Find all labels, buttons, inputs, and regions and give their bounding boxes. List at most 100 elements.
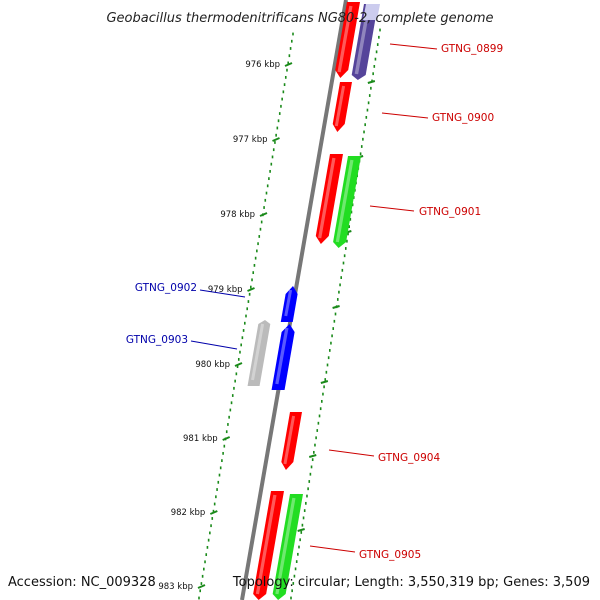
tick-dot (375, 50, 378, 54)
tick-dot (311, 458, 314, 462)
tick-dot (327, 356, 330, 360)
major-tick-outer (320, 380, 329, 384)
tick-dot (318, 414, 321, 418)
tick-dot (298, 545, 300, 549)
tick-dot (314, 443, 316, 447)
tick-dot (293, 574, 296, 578)
kbp-tick-label: 983 kbp (158, 582, 193, 592)
tick-dot (308, 480, 311, 483)
leader-line (199, 289, 246, 298)
tick-dot (376, 43, 379, 46)
tick-dot (342, 261, 345, 265)
tick-dot (367, 101, 370, 105)
gene-label[interactable]: GTNG_0901 (419, 206, 481, 218)
tick-dot (319, 407, 322, 411)
gene-feature-gtng-0904[interactable] (281, 412, 302, 470)
tick-dot (321, 399, 323, 403)
gene-feature-gtng-0901[interactable] (315, 154, 343, 244)
tick-dot (333, 319, 336, 323)
tick-dot (347, 232, 349, 236)
feature-highlight (284, 289, 293, 317)
kbp-tick-label: 978 kbp (220, 210, 255, 220)
feature-layer (247, 2, 380, 600)
tick-dot (251, 278, 253, 282)
gene-feature-gtng-0901-b[interactable] (333, 156, 361, 248)
tick-dot (300, 531, 303, 534)
tick-dot (221, 459, 223, 463)
tick-dot (374, 57, 377, 61)
tick-dot (351, 203, 354, 207)
tick-dot (290, 596, 292, 600)
tick-dot (372, 72, 374, 76)
tick-dot (339, 283, 341, 287)
tick-dot (323, 385, 325, 389)
tick-dot (324, 378, 327, 381)
tick-dot (229, 408, 232, 412)
tick-dot (303, 509, 306, 513)
major-tick-inner (284, 62, 293, 67)
tick-dot (283, 83, 286, 87)
tick-dot (291, 589, 293, 593)
tick-dot (271, 155, 274, 159)
tick-dot (239, 350, 241, 354)
tick-dot (259, 227, 262, 231)
gene-feature-gtng-0902[interactable] (280, 286, 298, 322)
tick-dot (292, 32, 294, 36)
gene-feature-gtng-0903[interactable] (271, 324, 295, 390)
label-layer: GTNG_0899 GTNG_0900 GTNG_0901 GTNG_0902 GTNG… (126, 43, 503, 561)
tick-dot (225, 430, 228, 434)
leader-line (389, 43, 438, 50)
gene-label[interactable]: GTNG_0905 (359, 549, 421, 561)
tick-dot (275, 133, 277, 137)
tick-dot (276, 126, 279, 130)
major-tick-inner (209, 510, 218, 515)
tick-dot (346, 239, 348, 243)
tick-dot (366, 108, 369, 112)
gene-feature-gtng-0900[interactable] (332, 82, 352, 132)
leader-line (369, 205, 415, 212)
tick-dot (240, 343, 242, 347)
tick-dot (222, 451, 224, 455)
tick-dot (328, 349, 331, 352)
major-tick-outer (332, 305, 340, 309)
tick-dot (211, 517, 214, 520)
tick-dot (344, 247, 347, 250)
tick-dot (203, 567, 205, 571)
gene-feature-gtng-0903-b[interactable] (247, 320, 271, 386)
tick-dot (302, 516, 305, 520)
tick-dot (379, 28, 381, 32)
tick-dot (332, 327, 335, 330)
tick-dot (299, 538, 301, 542)
tick-dot (204, 560, 206, 564)
tick-dot (292, 582, 295, 585)
gene-feature-gtng-0905-b[interactable] (272, 494, 303, 600)
leader-line (328, 449, 375, 457)
gene-label[interactable]: GTNG_0903 (126, 334, 188, 346)
tick-dot (265, 191, 268, 195)
tick-dot (364, 123, 366, 127)
gene-label[interactable]: GTNG_0899 (441, 43, 503, 55)
tick-dot (269, 169, 271, 173)
feature-highlight (255, 494, 277, 595)
gene-label[interactable]: GTNG_0904 (378, 452, 440, 464)
tick-dot (258, 235, 261, 238)
tick-dot (305, 501, 307, 505)
gene-label[interactable]: GTNG_0900 (432, 112, 494, 124)
tick-dot (227, 423, 229, 426)
tick-dot (365, 115, 368, 119)
tick-dot (289, 47, 292, 50)
tick-dot (272, 148, 275, 152)
major-tick-inner (272, 137, 280, 142)
map-title: Geobacillus thermodenitrificans NG80-2, … (106, 11, 493, 26)
tick-dot (284, 75, 287, 79)
tick-dot (330, 341, 332, 345)
tick-dot (322, 392, 324, 396)
gene-feature-gtng-0905[interactable] (253, 491, 284, 600)
tick-dot (290, 39, 293, 43)
tick-dot (264, 198, 267, 202)
kbp-tick-label: 977 kbp (233, 135, 268, 145)
gene-label[interactable]: GTNG_0902 (135, 282, 197, 294)
gene-feature-gtng-0899[interactable] (335, 2, 360, 78)
feature-highlight (334, 85, 346, 127)
tick-dot (231, 394, 234, 397)
